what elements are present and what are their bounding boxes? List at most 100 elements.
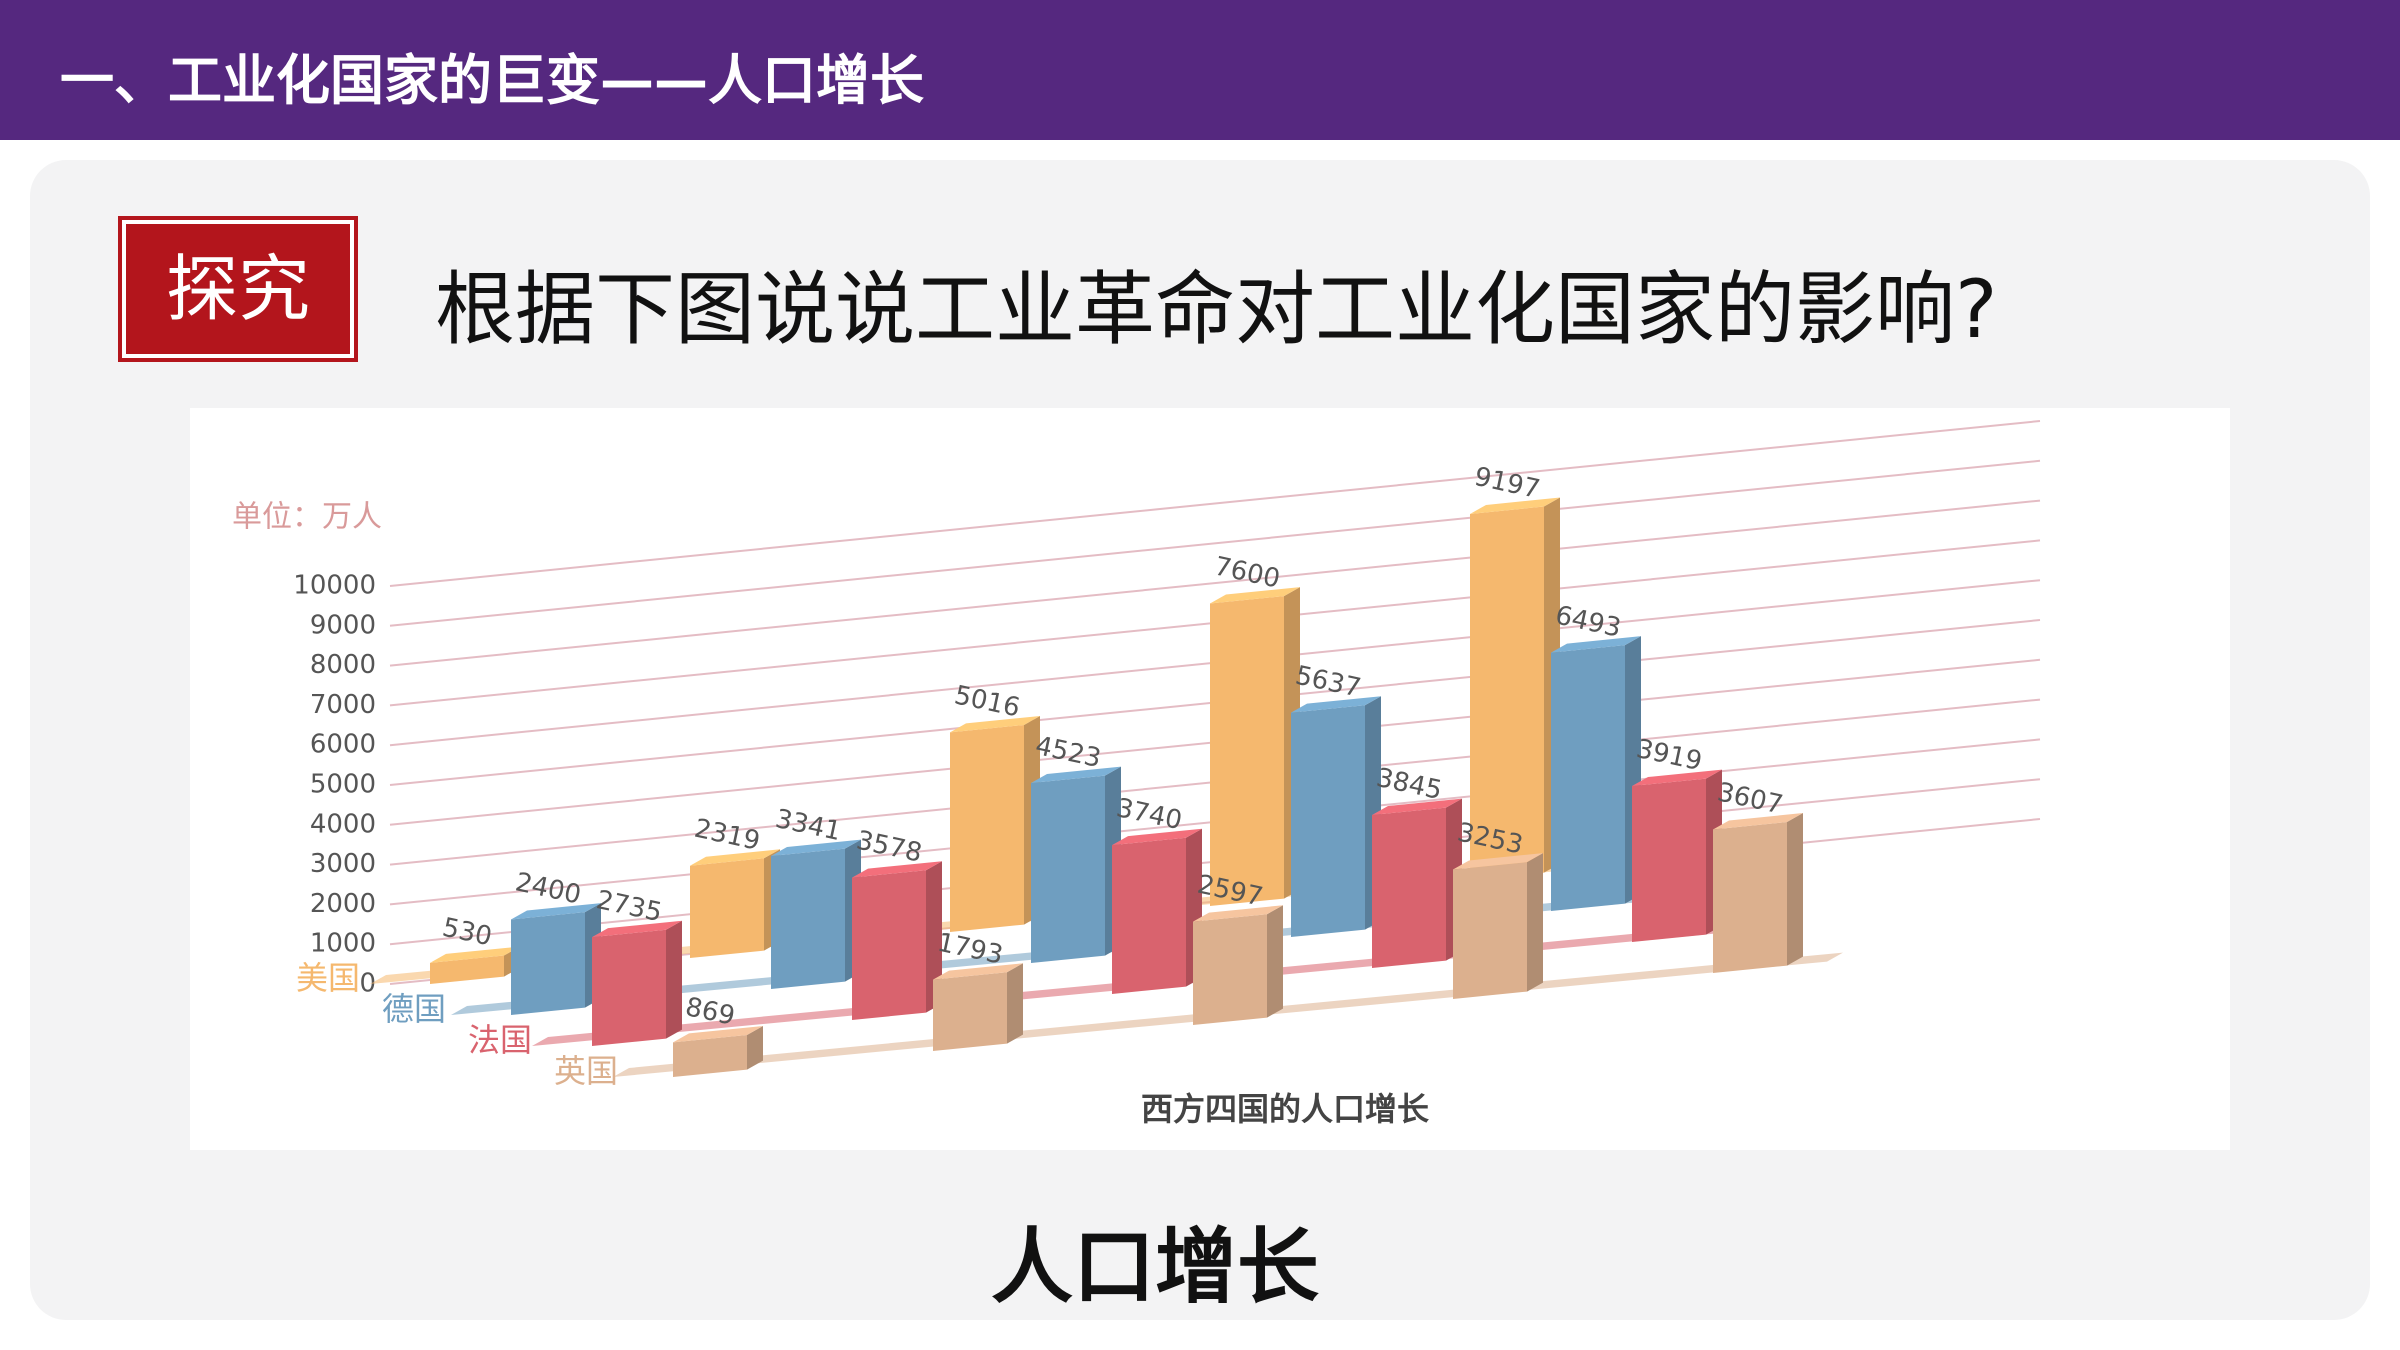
bar-front [771,848,845,989]
bar-front [1291,705,1365,937]
bar-side [1267,905,1283,1018]
bar-top [1193,905,1283,922]
bar-front [1470,506,1544,880]
y-tick-label: 6000 [310,730,376,760]
badge: 探究 [118,216,358,362]
value-label: 6493 [1553,601,1624,644]
bar-front [592,929,666,1046]
bar-top [852,861,942,878]
bar-side [1527,853,1543,992]
bar-top [690,849,780,866]
bar-side [1007,963,1023,1044]
grid-line [389,459,2041,627]
bar [1551,636,1641,911]
bar-side [926,861,942,1013]
bar-front [1372,807,1446,968]
bar-front [1632,778,1706,942]
bar-top [430,946,520,963]
value-label: 7600 [1212,551,1283,594]
bar-side [666,920,682,1039]
bar-front [1210,596,1284,906]
bar [852,861,942,1020]
bar-top [1632,769,1722,787]
y-tick-label: 8000 [310,650,376,680]
y-tick-label: 0 [359,969,376,999]
bar-side [1787,813,1803,966]
bar-front [1713,822,1787,973]
bar-top [1470,497,1560,514]
bar-front [511,912,585,1015]
bar [690,849,780,958]
y-tick-label: 10000 [293,571,376,601]
bar-front [1551,645,1625,911]
bar [1453,853,1543,999]
bar [1112,828,1202,994]
grid-line [389,420,2041,587]
chart-caption: 西方四国的人口增长 [1141,1090,1429,1128]
bar-top [511,903,601,920]
unit-label: 单位：万人 [232,500,382,535]
y-tick-label: 9000 [310,610,376,640]
bar-front [950,724,1024,932]
bar-front [1453,862,1527,999]
bar-front [673,1035,747,1077]
bar-front [1112,837,1186,994]
bar [771,839,861,989]
bar [933,963,1023,1051]
bar [1031,766,1121,963]
bottom-caption: 人口增长 [990,1220,1319,1315]
bar-top [1210,587,1300,604]
chart: 单位：万人 西方四国的人口增长 0 1000 2000 3000 4000 5000 600… [190,408,2230,1150]
value-label: 3341 [773,804,844,847]
value-label: 3740 [1114,793,1185,836]
bar-front [1193,914,1267,1025]
y-tick-label: 3000 [310,849,376,879]
bar-top [1112,828,1202,846]
value-label: 3845 [1374,763,1445,806]
bar-top [1031,766,1121,783]
bar [1210,587,1300,906]
grid-line [389,499,2041,667]
question: 根据下图说说工业革命对工业化国家的影响? [435,263,1998,356]
bar-front [690,858,764,958]
legend-label: 德国 [382,990,446,1028]
bar-front [1031,775,1105,963]
value-label: 530 [440,913,495,953]
bar-top [592,920,682,938]
bar [673,1026,763,1077]
header-bar: 一、工业化国家的巨变——人口增长 [0,0,2400,140]
legend-label: 美国 [296,959,360,997]
value-label: 9197 [1472,462,1543,505]
bar-side [747,1026,763,1070]
y-tick-label: 7000 [310,690,376,720]
y-tick-label: 2000 [310,889,376,919]
value-label: 3578 [854,826,925,869]
bar-top [1291,696,1381,713]
bar-front [933,972,1007,1051]
bar-top [1551,636,1641,653]
bar-front [430,955,504,984]
value-label: 2735 [594,885,665,928]
bar [1372,798,1462,968]
y-tick-label: 5000 [310,770,376,800]
value-label: 2319 [692,814,763,857]
bar-top [950,715,1040,733]
bar [1632,769,1722,942]
value-label: 3919 [1634,734,1705,777]
bar [1713,813,1803,973]
bar-top [1372,798,1462,815]
legend-label: 英国 [554,1052,618,1090]
value-label: 2400 [513,867,584,910]
bar-top [771,839,861,857]
bar [511,903,601,1015]
bar [430,946,520,984]
value-label: 5637 [1293,661,1364,704]
bar [592,920,682,1046]
bar-front [852,870,926,1020]
value-label: 4523 [1033,731,1104,774]
bar-top [1713,813,1803,830]
value-label: 5016 [952,680,1023,723]
bar-top [673,1026,763,1043]
bar [950,715,1040,932]
